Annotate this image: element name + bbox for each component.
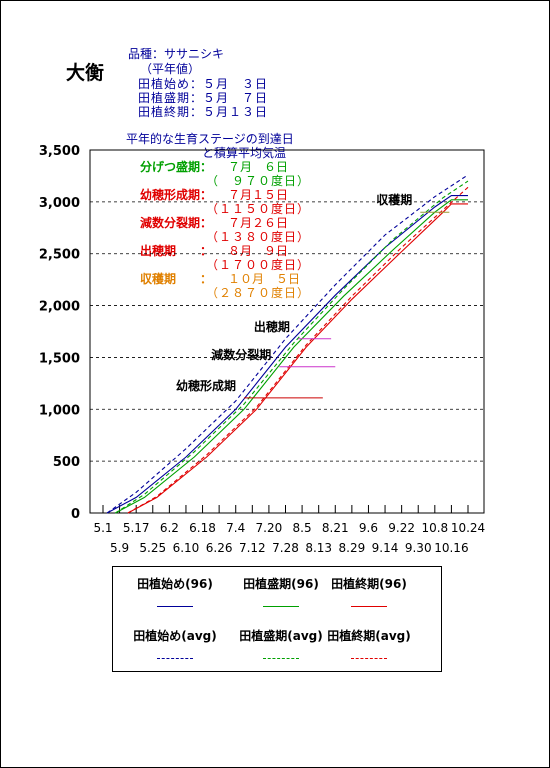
x-tick-label: 6.2 xyxy=(160,521,179,535)
y-tick-label: 2,500 xyxy=(39,248,80,263)
stage-marker-label: 出穂期 xyxy=(254,319,290,334)
x-tick-label: 5.17 xyxy=(123,521,150,535)
stage-name: 減数分裂期： xyxy=(140,216,213,230)
stage-date: １０月 ５日 xyxy=(228,272,301,286)
y-tick-label: 2,000 xyxy=(39,300,80,315)
x-tick-label: 9.30 xyxy=(405,541,432,555)
x-tick-label: 9.22 xyxy=(388,521,415,535)
legend-label: 田植盛期(96) xyxy=(243,577,319,591)
stage-value: （２８７０度日） xyxy=(206,286,311,300)
stage-value: （１３８０度日） xyxy=(206,230,311,244)
legend-label: 田植盛期(avg) xyxy=(239,629,323,643)
x-tick-label: 10.16 xyxy=(434,541,468,555)
x-tick-label: 8.5 xyxy=(293,521,312,535)
x-tick-label: 5.25 xyxy=(139,541,166,555)
series-line xyxy=(127,186,469,514)
series-line xyxy=(106,195,468,514)
series-line xyxy=(106,174,469,514)
x-tick-label: 10.24 xyxy=(451,521,485,535)
x-tick-label: 8.29 xyxy=(339,541,366,555)
x-tick-label: 8.21 xyxy=(322,521,349,535)
legend-swatch xyxy=(157,606,193,607)
x-tick-label: 7.20 xyxy=(256,521,283,535)
legend-label: 田植始め(96) xyxy=(137,577,213,591)
stage-marker-label: 収穫期 xyxy=(376,192,412,207)
stage-name: 幼穂形成期： xyxy=(140,188,213,202)
stage-value: （１１５０度日） xyxy=(206,202,311,216)
planting-end: 田植終期：５月１３日 xyxy=(138,105,269,119)
planting-start: 田植始め：５月 ３日 xyxy=(138,77,269,91)
x-tick-label: 7.4 xyxy=(226,521,245,535)
legend-label: 田植終期(96) xyxy=(331,577,407,591)
planting-peak: 田植盛期：５月 ７日 xyxy=(138,91,269,105)
stage-marker-label: 幼穂形成期 xyxy=(176,378,236,393)
stage-date: ８月 ９日 xyxy=(228,244,289,258)
x-tick-label: 10.8 xyxy=(421,521,448,535)
legend-swatch xyxy=(351,658,387,659)
legend-label: 田植終期(avg) xyxy=(327,629,411,643)
x-tick-label: 5.1 xyxy=(93,521,112,535)
legend-label: 田植始め(avg) xyxy=(133,629,217,643)
x-tick-label: 7.28 xyxy=(272,541,299,555)
x-tick-label: 6.10 xyxy=(173,541,200,555)
stage-value: （１７００度日） xyxy=(206,258,311,272)
plot-frame xyxy=(89,149,485,514)
legend-swatch xyxy=(263,658,299,659)
x-tick-label: 9.14 xyxy=(372,541,399,555)
y-tick-label: 3,000 xyxy=(39,196,80,211)
x-tick-label: 6.26 xyxy=(206,541,233,555)
legend-box xyxy=(112,566,442,672)
y-tick-label: 500 xyxy=(53,455,80,470)
average-note: （平年値） xyxy=(140,62,201,76)
stage-value: （ ９７０度日） xyxy=(206,174,311,188)
y-tick-label: 1,500 xyxy=(39,351,80,366)
legend-swatch xyxy=(157,658,193,659)
stage-name: 分げつ盛期： xyxy=(140,160,213,174)
y-tick-label: 0 xyxy=(71,507,80,522)
y-tick-label: 1,000 xyxy=(39,403,80,418)
legend-swatch xyxy=(351,606,387,607)
stages-heading: 平年的な生育ステージの到達日 xyxy=(126,132,294,146)
stage-date: ７月 ６日 xyxy=(228,160,289,174)
y-tick-label: 3,500 xyxy=(39,144,80,159)
stage-marker-label: 減数分裂期 xyxy=(211,347,271,362)
x-tick-label: 5.9 xyxy=(110,541,129,555)
series-line xyxy=(127,203,468,514)
place-title: 大衡 xyxy=(66,62,105,84)
stage-name: 収穫期 ： xyxy=(140,272,213,286)
variety-label: 品種：ササニシキ xyxy=(128,47,225,61)
series-line xyxy=(115,199,468,514)
stage-date: ７月２６日 xyxy=(228,216,289,230)
x-tick-label: 8.13 xyxy=(305,541,332,555)
legend-swatch xyxy=(263,606,299,607)
x-tick-label: 7.12 xyxy=(239,541,266,555)
stage-date: ７月１５日 xyxy=(228,188,289,202)
x-tick-label: 9.6 xyxy=(359,521,378,535)
x-tick-label: 6.18 xyxy=(189,521,216,535)
series-line xyxy=(115,180,469,514)
